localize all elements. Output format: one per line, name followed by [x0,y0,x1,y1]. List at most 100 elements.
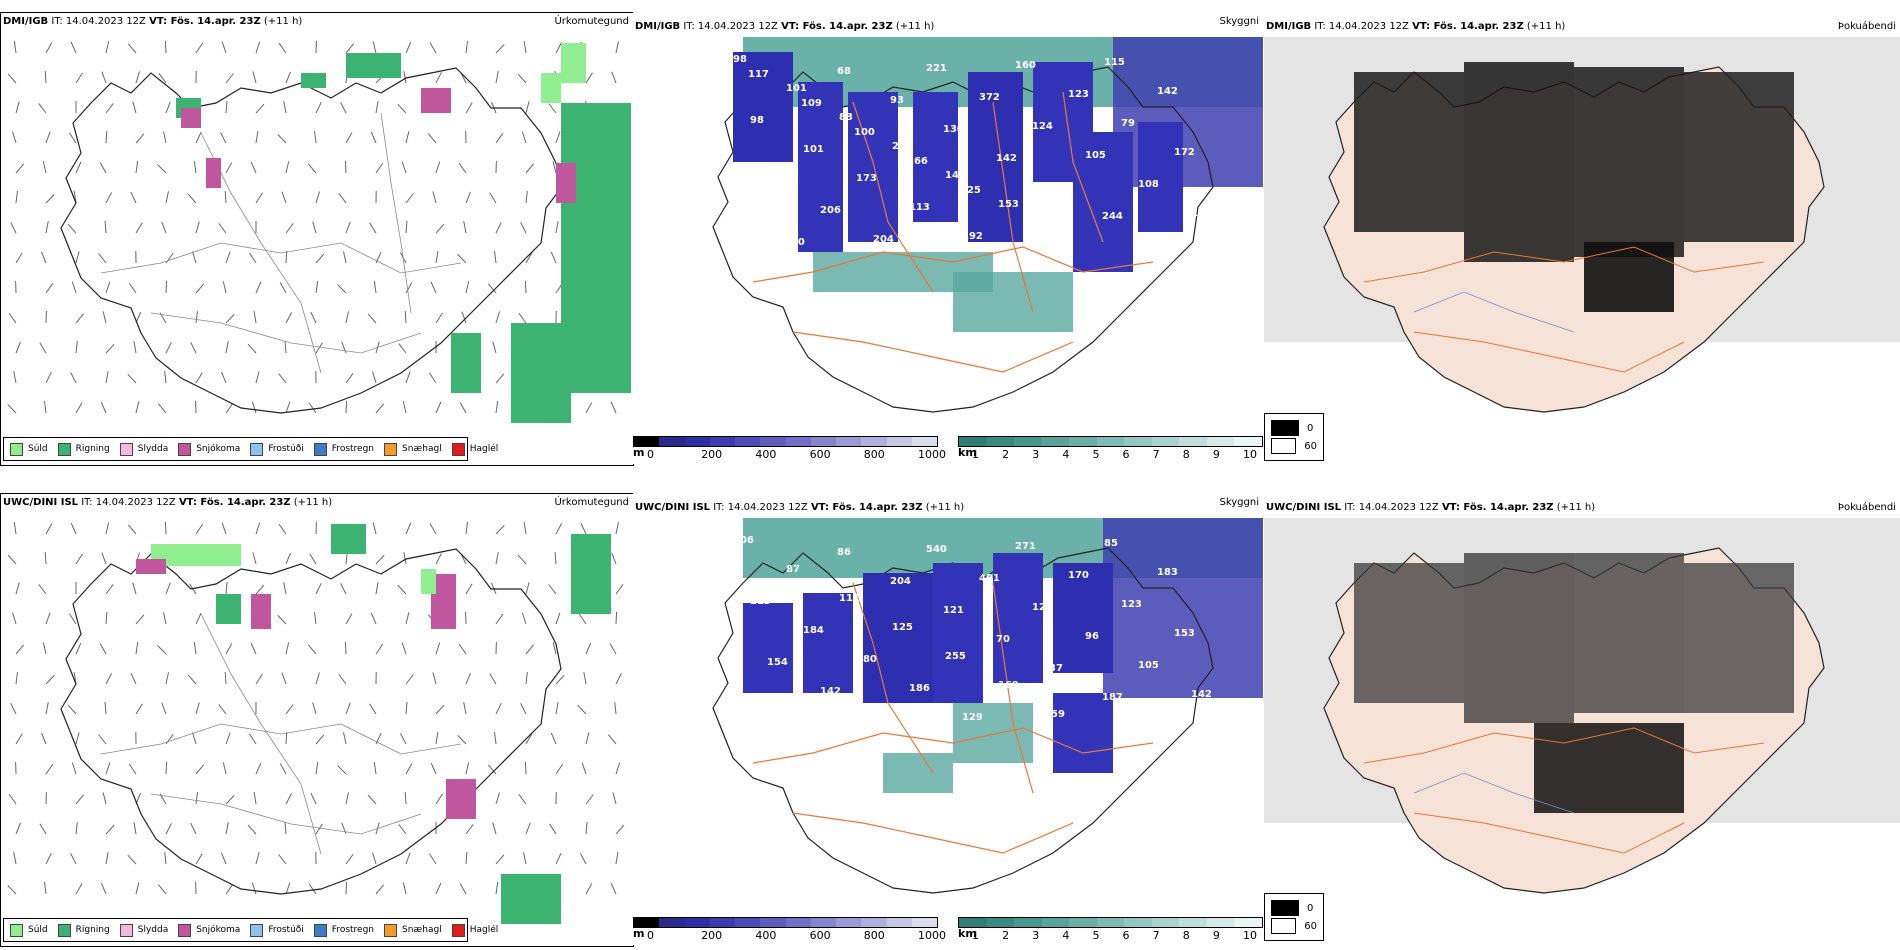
wind-barb [165,101,171,114]
colorbar-segment [1151,437,1180,446]
height-label: 184 [803,625,824,636]
fog-legend-label: 60 [1304,920,1317,932]
wind-barb [15,341,21,354]
wind-barb [581,762,587,775]
wind-barb [127,524,137,535]
wind-barb [135,614,145,625]
wind-barb [489,192,497,204]
wind-barb [405,674,414,685]
wind-barb [45,852,52,865]
wind-barb [195,764,205,775]
wind-barb [195,792,198,805]
wind-barb [315,281,319,294]
wind-barb [45,194,55,204]
height-label: 172 [1174,147,1195,158]
wind-barb [465,102,473,114]
wind-barb [67,223,77,234]
legend-label: Slydda [137,925,169,935]
wind-barb [218,704,227,715]
wind-barb [398,343,407,354]
height-label: 100 [854,127,875,138]
wind-barb [432,672,437,685]
legend-label: Rigning [75,925,110,935]
wind-barb [71,762,77,775]
panel-header: UWC/DINI ISL IT: 14.04.2023 12Z VT: Fös.… [3,497,333,508]
colorbar-tick: 200 [701,448,723,461]
legend-label: Snæhagl [402,444,442,454]
wind-barb [615,824,625,835]
wind-barb [461,311,467,324]
fog-dark-areas-bottom [1354,553,1794,813]
wind-barb [278,854,287,865]
wind-barb [249,733,257,745]
wind-barb [375,162,384,174]
wind-barb [489,673,497,685]
wind-barb [133,341,137,354]
wind-barb [314,612,317,625]
wind-barb [135,642,139,655]
colorbar-unit: m [633,446,645,459]
wind-barb [224,671,227,685]
legend-swatch [451,442,465,456]
colorbar-unit: km [958,927,977,940]
height-label: 59 [1051,709,1065,720]
colorbar-tick: 600 [809,448,831,461]
height-label: 109 [801,98,822,109]
height-label: 280 [856,654,877,665]
colorbar-segment [810,437,836,446]
wind-barb [523,41,527,54]
legend-label: Frostúði [268,925,304,935]
wind-barb [521,131,527,144]
wind-barb [225,883,234,895]
height-label: 173 [856,173,877,184]
wind-barb [517,554,527,565]
wind-barb [45,131,51,144]
wind-barb [435,793,443,805]
rivers [1413,772,1575,814]
wind-barb [495,221,502,234]
wind-barb [225,341,229,354]
wind-barb [343,732,347,745]
colorbar-tick: 3 [1032,448,1040,461]
height-label: 105 [1138,660,1159,671]
wind-barb [7,404,17,414]
wind-barb [251,882,257,895]
wind-barb [278,523,287,535]
wind-barb [550,732,557,745]
height-label: 153 [998,199,1019,210]
wind-barb [41,732,47,745]
wind-barb [135,133,145,144]
wind-barb [495,525,505,535]
wind-barb [255,673,263,685]
wind-barb [520,703,527,715]
wind-barb [75,341,78,354]
wind-barb [405,612,410,625]
wind-barb [38,584,47,595]
height-label: 96 [1085,631,1099,642]
legend-swatch [119,923,133,937]
visibility-colorbar: km 1 2 3 4 5 6 7 8 9 10 [958,436,1263,461]
legend-item: Frostregn [313,923,374,937]
wind-barb [13,371,17,384]
wind-barb [340,583,347,595]
height-label: 115 [1104,57,1125,68]
height-label: 155 [873,715,894,726]
wind-barb [71,281,77,294]
precip-type-map-bottom [7,521,625,924]
wind-barb [165,253,174,264]
wind-barb [495,401,499,414]
wind-barb [367,794,377,805]
colorbar-segment [1069,918,1097,927]
wind-barb [372,41,377,54]
wind-barb [370,131,377,144]
height-label: 101 [786,83,807,94]
wind-barb [192,732,197,745]
legend-label: Frostregn [331,444,375,454]
rivers [1413,291,1575,333]
wind-barb [345,881,348,895]
wind-barb [555,612,561,625]
legend-label: Súld [28,925,48,935]
wind-barb [255,371,260,384]
wind-barb [277,134,287,144]
wind-barb [308,402,317,414]
